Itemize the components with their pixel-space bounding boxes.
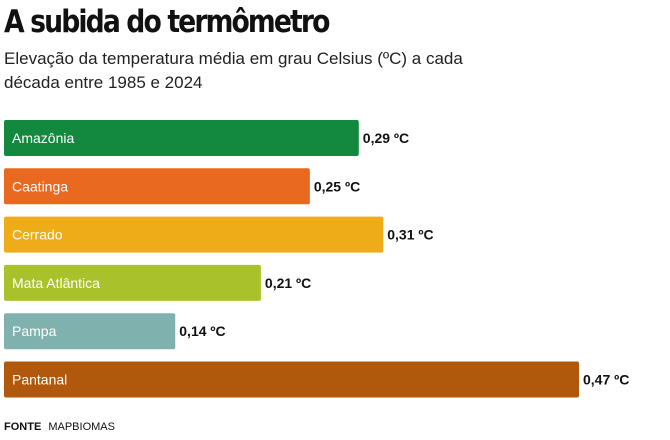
bar-group: Amazônia 0,29 ºC bbox=[4, 120, 409, 156]
bar bbox=[4, 120, 359, 156]
category-label: Cerrado bbox=[12, 227, 63, 243]
value-label: 0,14 ºC bbox=[179, 323, 225, 339]
category-label: Amazônia bbox=[12, 130, 74, 146]
category-label: Caatinga bbox=[12, 178, 68, 194]
value-label: 0,25 ºC bbox=[314, 178, 360, 194]
category-label: Pampa bbox=[12, 323, 57, 339]
bar bbox=[4, 168, 310, 205]
bar-group: Cerrado 0,31 ºC bbox=[4, 216, 434, 253]
category-label: Pantanal bbox=[12, 372, 67, 388]
bar bbox=[4, 264, 261, 301]
bar-group: Caatinga 0,25 ºC bbox=[4, 168, 360, 205]
source-note: FONTE MAPBIOMAS bbox=[4, 421, 115, 433]
chart-subtitle: Elevação da temperatura média em grau Ce… bbox=[4, 49, 463, 92]
source-label: FONTE bbox=[4, 421, 42, 433]
bar-group: Mata Atlântica 0,21 ºC bbox=[4, 264, 311, 301]
value-label: 0,47 ºC bbox=[583, 372, 629, 388]
bar bbox=[4, 361, 579, 398]
value-label: 0,31 ºC bbox=[387, 227, 433, 243]
value-label: 0,21 ºC bbox=[265, 275, 311, 291]
chart-title: A subida do termômetro bbox=[4, 4, 330, 40]
bar bbox=[4, 216, 384, 253]
bar-group: Pantanal 0,47 ºC bbox=[4, 361, 629, 398]
bar bbox=[4, 313, 176, 350]
source-value: MAPBIOMAS bbox=[48, 421, 115, 433]
value-label: 0,29 ºC bbox=[363, 130, 409, 146]
bar-group: Pampa 0,14 ºC bbox=[4, 313, 226, 350]
category-label: Mata Atlântica bbox=[12, 275, 100, 291]
